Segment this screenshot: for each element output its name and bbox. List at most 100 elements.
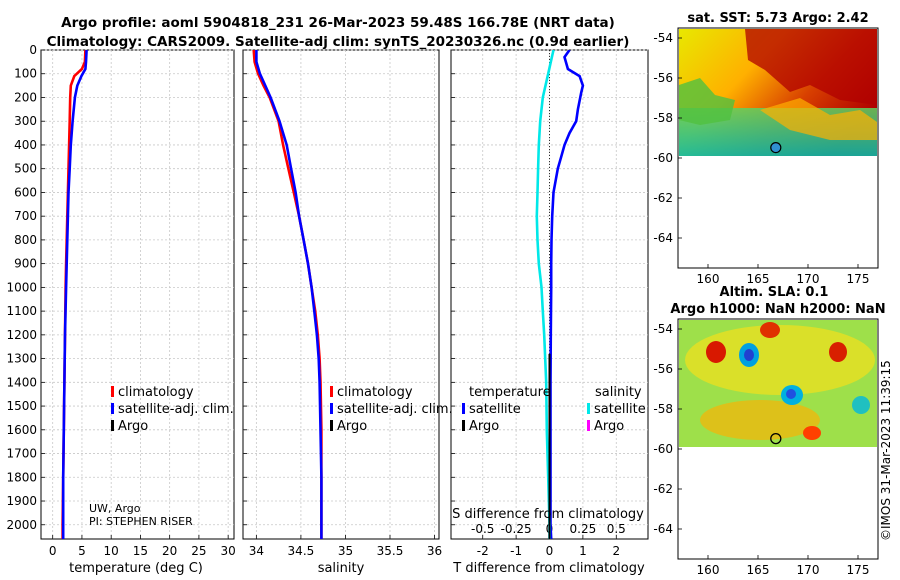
legend-satellite-label: satellite-adj. clim.: [118, 402, 234, 417]
depth-tick-label: 300: [14, 114, 37, 128]
legend-temperature-title: temperature: [469, 385, 551, 400]
s-tick-label: -0.5: [471, 522, 494, 536]
salinity-axes-box: [242, 49, 440, 540]
depth-tick-label: 1500: [6, 399, 37, 413]
map-lat-label: -56: [653, 71, 673, 85]
salinity-grid: [243, 49, 439, 539]
salinity-tick-labels: 34 34.5 35 35.5 36: [249, 544, 442, 558]
depth-tick-label: 800: [14, 233, 37, 247]
legend-t-satellite-label: satellite: [469, 402, 521, 417]
sla-red-eddy-1: [706, 341, 726, 363]
difference-legend: temperature satellite Argo salinity sate…: [462, 385, 646, 434]
depth-tick-label: 400: [14, 138, 37, 152]
x-tick-label: 34: [249, 544, 264, 558]
temperature-tick-labels: 0 5 10 15 20 25 30: [49, 544, 236, 558]
depth-tick-label: 100: [14, 67, 37, 81]
credit-line-1: UW, Argo: [89, 502, 141, 515]
map-lat-label: -64: [653, 522, 673, 536]
imos-watermark: ©IMOS 31-Mar-2023 11:39:15: [879, 360, 893, 541]
sst-field: [679, 29, 877, 156]
map-lat-label: -64: [653, 231, 673, 245]
temperature-axes-box: [40, 49, 235, 540]
legend-t-satellite-swatch: [462, 403, 465, 414]
temperature-grid: [41, 49, 234, 539]
map-lon-label: 165: [747, 563, 770, 577]
x-tick-label: 25: [191, 544, 206, 558]
legend-argo-swatch: [330, 420, 333, 431]
salinity-axis-label: salinity: [318, 561, 365, 576]
legend-satellite-swatch: [111, 403, 114, 414]
difference-panel: -2 -1 0 1 2 -0.5 -0.25 0 0.25 0.5 S difference f…: [450, 49, 649, 576]
legend-t-argo-swatch: [462, 420, 465, 431]
temperature-lines: [61, 50, 88, 539]
legend-s-satellite-swatch: [587, 403, 590, 414]
temperature-panel: 0100200300400500600700800900100011001200…: [6, 43, 235, 576]
sst-hot-patch: [745, 29, 877, 105]
temperature-legend: climatology satellite-adj. clim. Argo: [111, 385, 234, 434]
sla-yellow-zone: [685, 325, 875, 395]
salinity-legend: climatology satellite-adj. clim. Argo: [330, 385, 453, 434]
legend-s-satellite-label: satellite: [594, 402, 646, 417]
map-lat-label: -58: [653, 402, 673, 416]
sla-orange-zone: [700, 400, 820, 440]
s-tick-label: 0.5: [607, 522, 626, 536]
satellite-adj-clim-line: [255, 50, 323, 539]
x-tick-label: 0: [546, 544, 554, 558]
x-tick-label: 2: [612, 544, 620, 558]
sla-field: [679, 320, 877, 447]
legend-argo-label: Argo: [337, 419, 367, 434]
map-lon-label: 160: [697, 272, 720, 286]
sst-orange-strip: [760, 98, 877, 140]
satellite-adj-clim-line: [61, 50, 88, 539]
sla-map-tick-labels: 160 165 170 175 -54 -56 -58 -60 -62 -64: [653, 322, 869, 577]
s-difference-label: S difference from climatology: [452, 507, 644, 522]
depth-tick-label: 1600: [6, 423, 37, 437]
depth-tick-label: 1100: [6, 304, 37, 318]
legend-satellite-label: satellite-adj. clim.: [337, 402, 453, 417]
s-tick-label: 0.25: [570, 522, 597, 536]
map-lat-label: -60: [653, 151, 673, 165]
map-lat-label: -60: [653, 442, 673, 456]
map-lat-label: -62: [653, 482, 673, 496]
sla-argo-marker: [770, 432, 782, 445]
depth-tick-label: 200: [14, 90, 37, 104]
map-lat-label: -54: [653, 31, 673, 45]
title-line-1: Argo profile: aoml 5904818_231 26-Mar-20…: [61, 15, 615, 31]
depth-tick-label: 1900: [6, 494, 37, 508]
sla-map-title-2: Argo h1000: NaN h2000: NaN: [670, 302, 885, 317]
sst-map-title: sat. SST: 5.73 Argo: 2.42: [687, 11, 868, 26]
legend-s-argo-swatch: [587, 420, 590, 431]
legend-satellite-swatch: [330, 403, 333, 414]
depth-tick-label: 1200: [6, 328, 37, 342]
depth-tick-label: 1400: [6, 375, 37, 389]
difference-grid: [451, 49, 648, 539]
x-tick-label: -1: [510, 544, 522, 558]
map-lon-label: 160: [697, 563, 720, 577]
depth-tick-label: 900: [14, 257, 37, 271]
x-tick-label: 35.5: [377, 544, 404, 558]
credit-line-2: PI: STEPHEN RISER: [89, 515, 193, 528]
legend-argo-label: Argo: [118, 419, 148, 434]
s-tick-label: -0.25: [501, 522, 532, 536]
x-tick-label: 20: [162, 544, 177, 558]
map-lon-label: 165: [747, 272, 770, 286]
s-difference-line: [535, 50, 555, 539]
x-tick-label: -2: [477, 544, 489, 558]
sla-blue-eddy-2-core: [786, 389, 796, 399]
t-difference-tick-labels: -2 -1 0 1 2: [477, 544, 620, 558]
legend-s-argo-label: Argo: [594, 419, 624, 434]
sla-map: Altim. SLA: 0.1 Argo h1000: NaN h2000: N…: [653, 285, 885, 577]
x-tick-label: 5: [78, 544, 86, 558]
depth-tick-label: 700: [14, 209, 37, 223]
salinity-panel: 34 34.5 35 35.5 36 salinity climatology sate…: [242, 49, 453, 576]
x-tick-label: 35: [338, 544, 353, 558]
legend-salinity-title: salinity: [595, 385, 642, 400]
x-tick-label: 30: [221, 544, 236, 558]
sla-red-eddy-3: [829, 342, 847, 362]
sla-map-title-1: Altim. SLA: 0.1: [720, 285, 829, 300]
x-tick-label: 15: [133, 544, 148, 558]
legend-climatology-label: climatology: [118, 385, 194, 400]
x-tick-label: 0: [49, 544, 57, 558]
legend-climatology-swatch: [111, 386, 114, 397]
